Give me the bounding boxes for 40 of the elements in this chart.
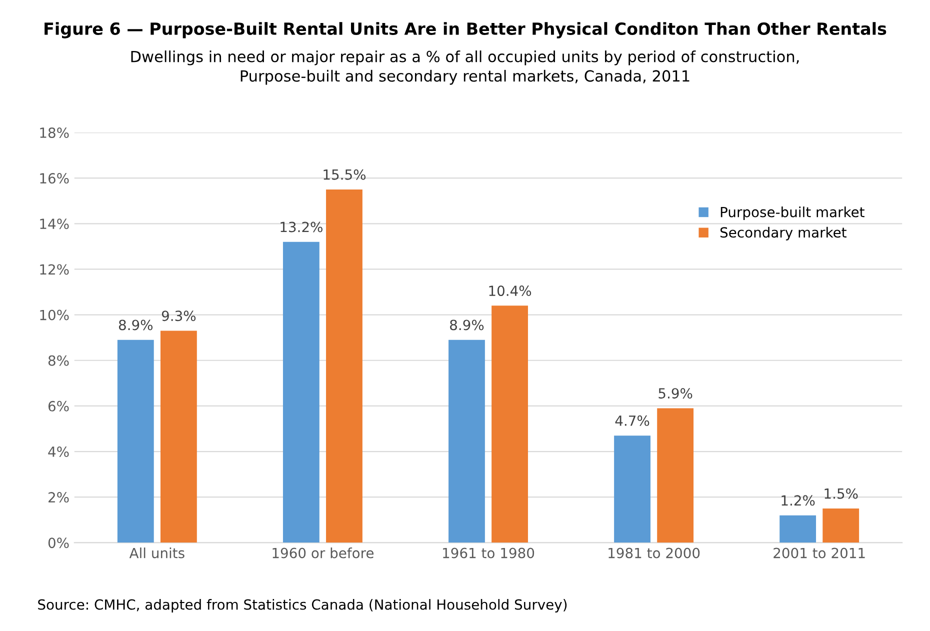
chart-subtitle: Dwellings in need or major repair as a % of all occupied units by period of construction, Purpose-built and secondary rental markets, Canada, 2011 [131, 50, 799, 85]
data-label: 15.5% [324, 169, 366, 180]
data-label: 9.3% [162, 310, 196, 322]
data-label: 1.5% [824, 488, 858, 499]
data-label: 10.4% [489, 286, 532, 296]
x-tick-label: 1960 or before [272, 548, 374, 558]
y-tick-label: 8% [48, 355, 69, 366]
data-label: 8.9% [118, 320, 153, 330]
y-tick-label: 10% [40, 310, 69, 320]
bar [160, 330, 197, 543]
y-tick-label: 18% [40, 127, 69, 138]
legend-label: Purpose-built market [720, 206, 864, 220]
data-label: 13.2% [280, 222, 322, 232]
y-tick-label: 6% [48, 400, 69, 412]
y-tick-label: 2% [48, 492, 69, 503]
chart-title: Figure 6 — Purpose-Built Rental Units Are in Better Physical Conditon Than Other Rentals [44, 22, 886, 38]
y-tick-label: 0% [48, 538, 69, 548]
bar [822, 508, 860, 543]
x-tick-label: All units [129, 548, 184, 558]
data-label: 5.9% [658, 388, 692, 399]
data-label: 8.9% [450, 320, 484, 330]
bar [780, 515, 816, 543]
bar [326, 189, 362, 543]
bar [614, 436, 650, 543]
y-tick-label: 4% [48, 446, 69, 457]
x-tick-label: 2001 to 2011 [774, 548, 865, 558]
data-label: 4.7% [615, 415, 650, 426]
bar [282, 242, 320, 543]
source-note: Source: CMHC, adapted from Statistics Canada (National Household Survey) [38, 599, 567, 612]
y-tick-label: 12% [40, 264, 69, 275]
data-label: 1.2% [782, 495, 815, 506]
bar [492, 306, 528, 543]
bar [448, 340, 485, 543]
bar [657, 408, 694, 543]
x-tick-label: 1961 to 1980 [443, 548, 534, 558]
y-tick-label: 16% [40, 173, 69, 184]
x-tick-label: 1981 to 2000 [608, 548, 700, 558]
y-tick-label: 14% [40, 218, 69, 230]
legend-label: Secondary market [720, 226, 846, 240]
bar [117, 340, 154, 543]
